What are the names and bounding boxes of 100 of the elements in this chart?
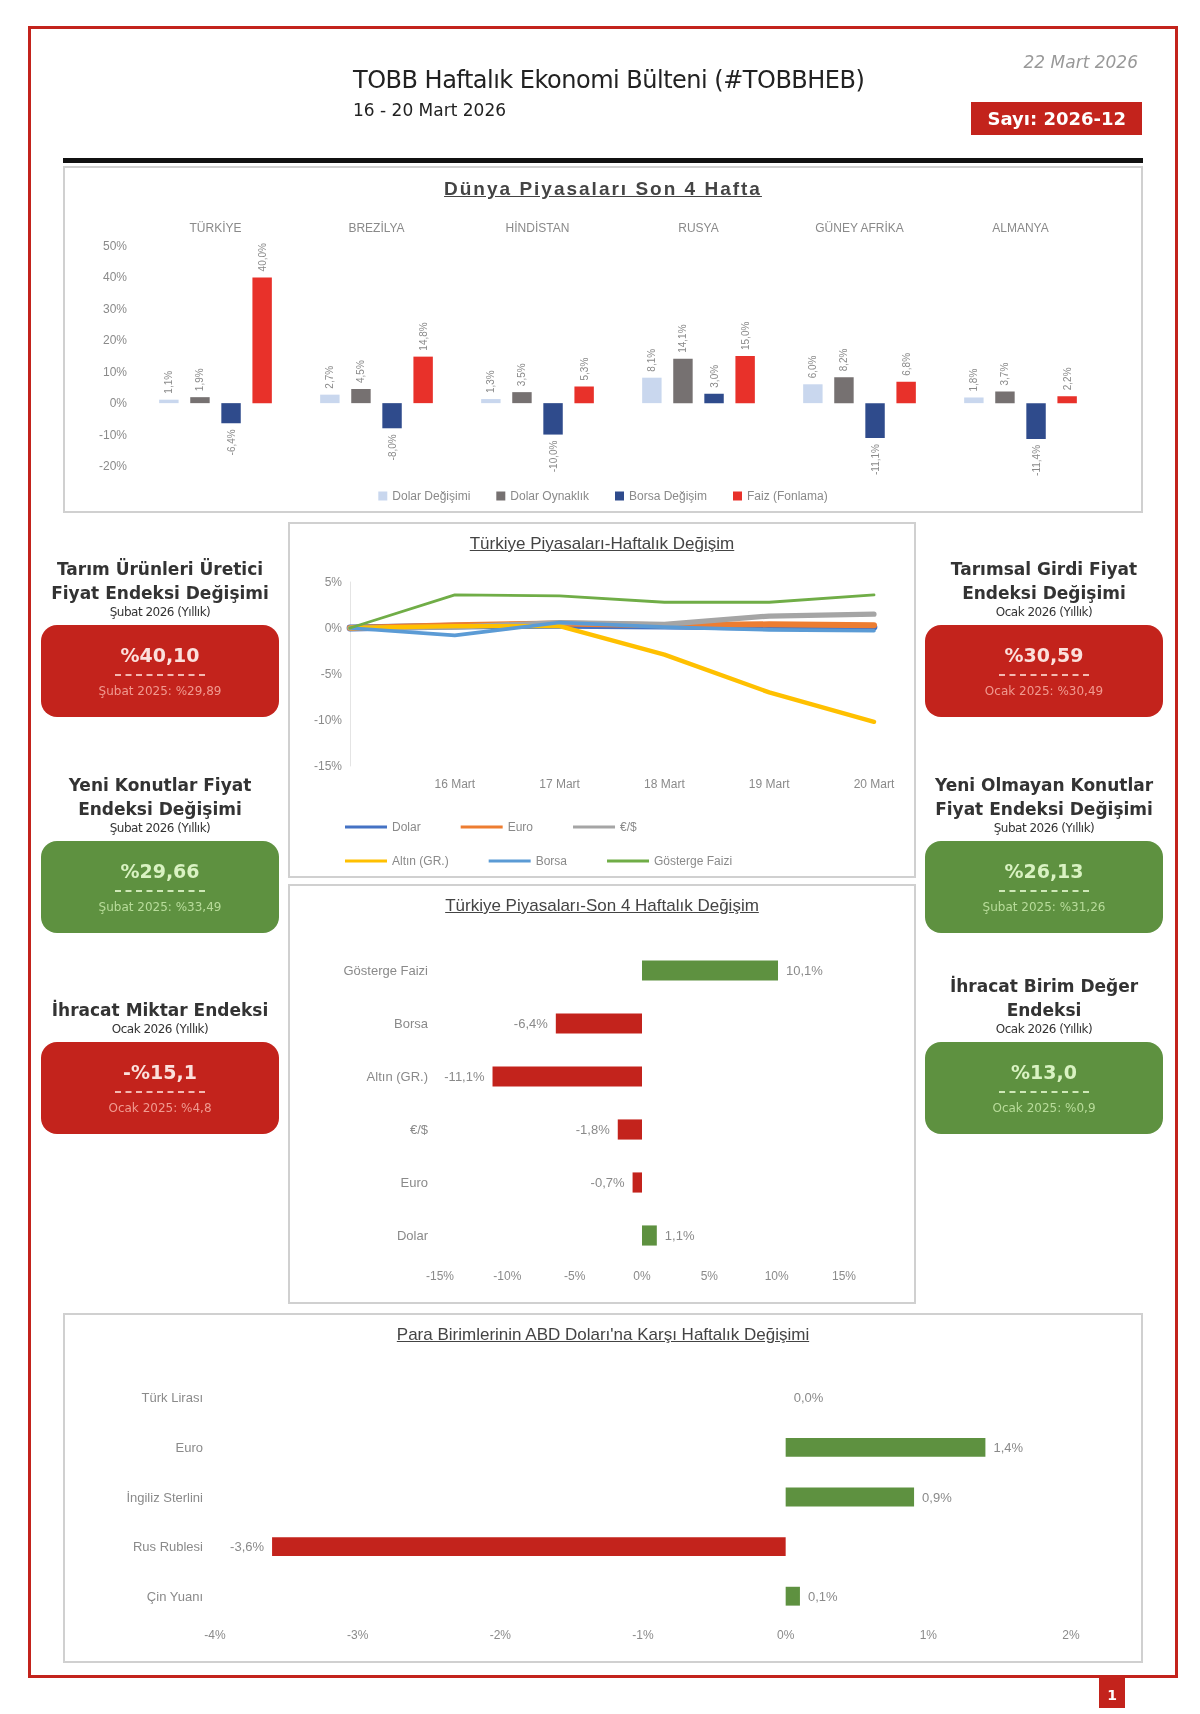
- y-tick-label: 40%: [102, 270, 128, 285]
- text: Ocak 2026 (Yıllık): [995, 1022, 1093, 1036]
- x-tick-label: 20 Mart: [853, 777, 895, 791]
- data-label: 6,8%: [900, 352, 912, 376]
- bar: [642, 377, 662, 404]
- data-label: 1,4%: [993, 1439, 1024, 1455]
- data-label: 8,2%: [838, 348, 850, 372]
- x-tick-label: TÜRKİYE: [189, 221, 242, 235]
- y-tick-label: Gösterge Faizi: [343, 963, 429, 978]
- data-label: -6,4%: [225, 429, 237, 456]
- bar: [574, 386, 594, 404]
- legend-label: Euro: [507, 820, 534, 834]
- line-series: [347, 623, 877, 725]
- data-label: 1,3%: [485, 370, 497, 394]
- data-label: 5,3%: [578, 357, 590, 381]
- x-tick-label: -4%: [204, 1628, 226, 1642]
- y-tick-label: Çin Yuanı: [146, 1588, 203, 1604]
- data-label: 14,1%: [677, 324, 689, 353]
- y-tick-label: -15%: [313, 759, 343, 773]
- bar: [320, 394, 340, 404]
- x-tick-label: 15%: [831, 1269, 857, 1283]
- bar: [865, 403, 885, 439]
- y-tick-label: 5%: [324, 575, 343, 589]
- text: İhracat Birim Değer Endeksi: [948, 974, 1140, 1022]
- x-tick-label: -5%: [563, 1269, 586, 1283]
- text: 22 Mart 2026: [1023, 52, 1138, 72]
- data-label: 1,8%: [968, 368, 980, 392]
- bar: [617, 1119, 642, 1140]
- text: Şubat 2026 (Yıllık): [993, 821, 1095, 835]
- x-tick-label: 18 Mart: [644, 777, 686, 791]
- bar: [159, 399, 179, 404]
- data-label: 1,9%: [194, 368, 206, 392]
- text: %13,0: [1011, 1061, 1077, 1083]
- data-label: 2,2%: [1061, 367, 1073, 391]
- x-tick-label: 10%: [764, 1269, 789, 1283]
- bar: [1057, 396, 1077, 404]
- text: Şubat 2025: %33,49: [98, 900, 222, 914]
- bar: [555, 1013, 642, 1034]
- text: %26,13: [1004, 860, 1084, 882]
- legend-label: Borsa: [535, 854, 568, 868]
- x-tick-label: -3%: [346, 1628, 369, 1642]
- y-tick-label: -10%: [98, 427, 128, 442]
- text: %30,59: [1004, 644, 1084, 666]
- bar: [896, 381, 916, 404]
- text: Ocak 2025: %4,8: [108, 1101, 212, 1115]
- bar: [964, 397, 984, 404]
- data-label: 40,0%: [256, 242, 268, 272]
- data-label: 4,5%: [355, 360, 367, 383]
- data-label: 3,5%: [516, 363, 528, 387]
- text: TOBB Haftalık Ekonomi Bülteni (#TOBBHEB): [353, 66, 865, 94]
- text: Tarım Ürünleri Üretici Fiyat Endeksi Değişimi: [50, 557, 270, 605]
- data-label: 0,1%: [807, 1588, 839, 1604]
- bar: [785, 1586, 800, 1606]
- data-label: 1,1%: [163, 370, 175, 394]
- x-tick-label: RUSYA: [678, 221, 719, 235]
- y-tick-label: -5%: [320, 667, 343, 681]
- data-label: 3,0%: [708, 364, 720, 388]
- chart-title: Türkiye Piyasaları-Haftalık Değişim: [468, 534, 736, 555]
- line-series: [348, 620, 876, 638]
- bar: [785, 1437, 986, 1457]
- x-tick-label: 1%: [919, 1628, 938, 1642]
- data-label: 0,0%: [793, 1390, 824, 1406]
- data-label: 10,1%: [786, 963, 824, 978]
- y-tick-label: Altın (GR.): [366, 1069, 428, 1084]
- text: Şubat 2025: %29,89: [98, 684, 222, 698]
- data-label: 8,1%: [646, 348, 658, 372]
- x-tick-label: 5%: [700, 1269, 719, 1283]
- bar: [382, 403, 402, 429]
- text: -%15,1: [123, 1061, 197, 1083]
- data-label: 0,9%: [922, 1489, 953, 1505]
- legend-label: €/$: [620, 820, 638, 834]
- bar: [673, 358, 693, 404]
- y-tick-label: 20%: [102, 333, 128, 348]
- y-tick-label: 10%: [102, 364, 128, 379]
- text: %29,66: [120, 860, 200, 882]
- y-tick-label: Euro: [175, 1439, 203, 1455]
- bar: [1026, 403, 1046, 439]
- bar: [272, 1537, 786, 1557]
- data-label: -11,1%: [869, 443, 881, 475]
- y-tick-label: 30%: [102, 301, 128, 316]
- text: 1: [1099, 1678, 1125, 1708]
- chart-title: Türkiye Piyasaları-Son 4 Haftalık Değişim: [444, 896, 760, 917]
- text: 16 - 20 Mart 2026: [353, 100, 507, 120]
- text: Şubat 2026 (Yıllık): [109, 821, 211, 835]
- x-tick-label: -15%: [425, 1269, 455, 1283]
- y-tick-label: -10%: [313, 713, 343, 727]
- text: Yeni Olmayan Konutlar Fiyat Endeksi Değişimi: [933, 774, 1155, 821]
- legend-label: Gösterge Faizi: [654, 854, 733, 868]
- data-label: 6,0%: [807, 355, 819, 379]
- y-tick-label: Rus Rublesi: [132, 1539, 204, 1555]
- x-tick-label: -2%: [489, 1628, 512, 1642]
- y-tick-label: Euro: [400, 1175, 428, 1190]
- data-label: -10,0%: [547, 440, 559, 473]
- data-label: 3,7%: [999, 362, 1011, 386]
- line-series: [348, 593, 876, 630]
- x-tick-label: -10%: [493, 1269, 522, 1283]
- data-label: -8,0%: [386, 434, 398, 461]
- x-tick-label: BREZİLYA: [348, 221, 405, 235]
- y-tick-label: €/$: [409, 1122, 429, 1137]
- text: Sayı: 2026-12: [971, 102, 1142, 135]
